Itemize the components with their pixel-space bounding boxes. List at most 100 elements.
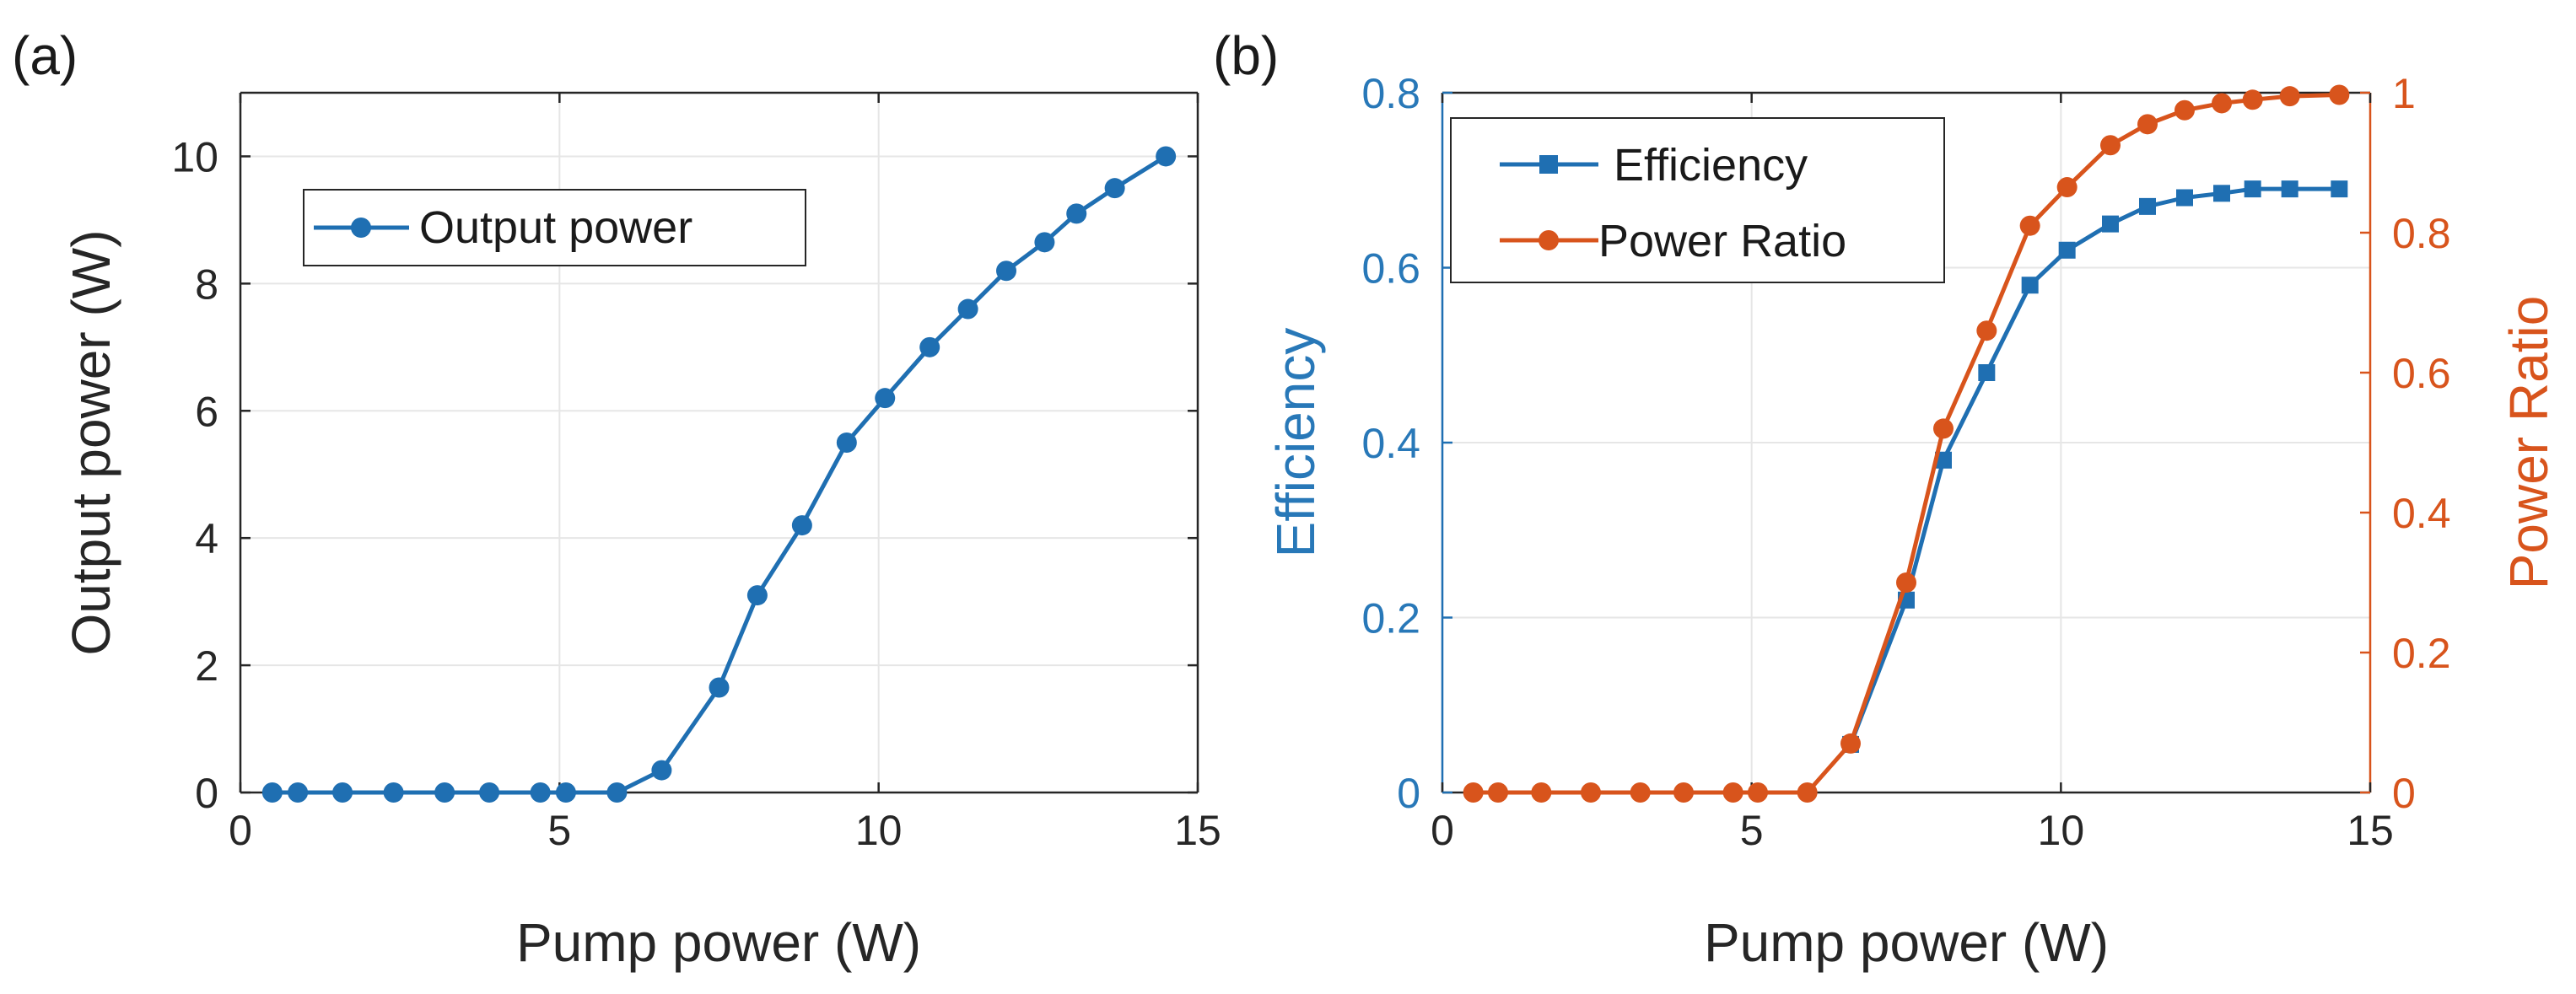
- output-power-point: [530, 782, 551, 803]
- power-ratio-point: [1896, 572, 1916, 593]
- power-ratio-point: [1840, 733, 1861, 754]
- output-power-point: [606, 782, 628, 803]
- x-tick-label: 5: [1740, 807, 1764, 854]
- power-ratio-point: [2100, 135, 2121, 156]
- panel-b-legend: Efficiency Power Ratio: [1450, 117, 1945, 283]
- x-tick-label: 10: [855, 807, 903, 854]
- output-power-point: [709, 677, 730, 698]
- y-tick-label: 0.4: [1361, 420, 1420, 467]
- output-power-point: [1066, 203, 1087, 224]
- output-power-point: [1104, 178, 1125, 199]
- panel-b-y-axis-right-label: Power Ratio: [2498, 296, 2559, 590]
- efficiency-point: [2213, 185, 2230, 202]
- y-right-tick-label: 0.4: [2392, 490, 2451, 537]
- y-right-tick-label: 0.8: [2392, 210, 2451, 257]
- power-ratio-point: [1748, 782, 1768, 803]
- y-tick-label: 4: [195, 515, 218, 562]
- panel-b-legend-ratio-marker: [1539, 230, 1559, 250]
- x-tick-label: 15: [1174, 807, 1221, 854]
- panel-b-x-axis-label: Pump power (W): [1704, 912, 2109, 973]
- power-ratio-point: [1673, 782, 1694, 803]
- power-ratio-point: [2212, 93, 2232, 114]
- y-right-tick-label: 0.6: [2392, 350, 2451, 397]
- power-ratio-point: [1488, 782, 1508, 803]
- power-ratio-point: [1933, 418, 1954, 439]
- panel-a-tick-labels: 0 5 10 15 0 2 4 6 8 10: [171, 133, 1221, 854]
- power-ratio-point: [1531, 782, 1552, 803]
- efficiency-point: [2281, 180, 2298, 198]
- output-power-point: [746, 585, 768, 606]
- power-ratio-point: [2019, 215, 2040, 236]
- output-power-point: [651, 760, 672, 781]
- y-tick-label: 6: [195, 388, 218, 435]
- y-tick-label: 0.6: [1361, 245, 1420, 293]
- panel-b-series: [1463, 84, 2350, 803]
- output-power-point: [957, 298, 978, 320]
- panel-b-legend-ratio-label: Power Ratio: [1598, 216, 1846, 266]
- panel-a-y-axis-label: Output power (W): [61, 229, 121, 655]
- x-tick-label: 10: [2038, 807, 2085, 854]
- power-ratio-point: [1976, 320, 1997, 341]
- output-power-point: [555, 782, 576, 803]
- panel-b-legend-efficiency-label: Efficiency: [1614, 140, 1808, 191]
- output-power-point: [996, 261, 1016, 282]
- y-right-tick-label: 1: [2392, 70, 2416, 117]
- x-tick-label: 0: [1431, 807, 1454, 854]
- panel-a-legend-marker: [351, 218, 371, 238]
- power-ratio-point: [2137, 114, 2158, 135]
- power-ratio-point: [1581, 782, 1601, 803]
- output-power-point: [875, 388, 896, 409]
- output-power-point: [479, 782, 500, 803]
- output-power-point: [836, 433, 857, 453]
- x-tick-label: 0: [229, 807, 252, 854]
- panel-a-x-axis-label: Pump power (W): [516, 912, 921, 973]
- y-tick-label: 0: [1397, 770, 1420, 817]
- panel-a-label: (a): [12, 25, 78, 86]
- panel-b-legend-box: [1450, 117, 1945, 283]
- efficiency-point: [2139, 197, 2156, 215]
- output-power-point: [434, 782, 455, 803]
- power-ratio-point: [1630, 782, 1651, 803]
- output-power-point: [261, 782, 283, 803]
- panel-b-label: (b): [1213, 25, 1279, 86]
- y-tick-label: 0: [195, 770, 218, 817]
- efficiency-point: [2102, 215, 2119, 233]
- panel-a-legend: Output power: [303, 189, 806, 266]
- output-power-point: [1034, 232, 1055, 253]
- efficiency-point: [2176, 189, 2193, 207]
- power-ratio-point: [2056, 177, 2078, 198]
- efficiency-point: [1935, 451, 1952, 469]
- y-tick-label: 0.8: [1361, 70, 1420, 117]
- efficiency-point: [2021, 277, 2039, 294]
- y-right-tick-label: 0.2: [2392, 630, 2451, 677]
- output-power-point: [1156, 146, 1177, 167]
- panel-a-series: [261, 146, 1177, 803]
- output-power-point: [288, 782, 309, 803]
- efficiency-point: [1978, 364, 1996, 381]
- panel-a: (a) 0 5 10 15 0 2 4 6 8 10 Pump power (W) Output …: [12, 25, 1221, 973]
- efficiency-point: [2244, 180, 2261, 198]
- output-power-point: [919, 336, 940, 357]
- efficiency-point: [2058, 241, 2076, 259]
- power-ratio-point: [2279, 86, 2300, 107]
- panel-a-legend-label: Output power: [419, 202, 693, 253]
- power-ratio-line: [1473, 92, 2340, 795]
- y-tick-label: 0.2: [1361, 595, 1420, 642]
- y-right-tick-label: 0: [2392, 770, 2416, 817]
- output-power-point: [791, 515, 812, 536]
- output-power-point: [383, 782, 404, 803]
- y-tick-label: 10: [171, 133, 218, 180]
- y-tick-label: 2: [195, 642, 218, 690]
- y-tick-label: 8: [195, 261, 218, 308]
- power-ratio-point: [2329, 84, 2350, 105]
- output-power-point: [332, 782, 353, 803]
- panel-b-y-axis-label: Efficiency: [1265, 328, 1326, 558]
- efficiency-point: [2331, 180, 2348, 198]
- power-ratio-point: [2175, 99, 2195, 121]
- power-ratio-point: [2242, 89, 2263, 110]
- power-ratio-point: [1722, 782, 1743, 803]
- x-tick-label: 15: [2347, 807, 2394, 854]
